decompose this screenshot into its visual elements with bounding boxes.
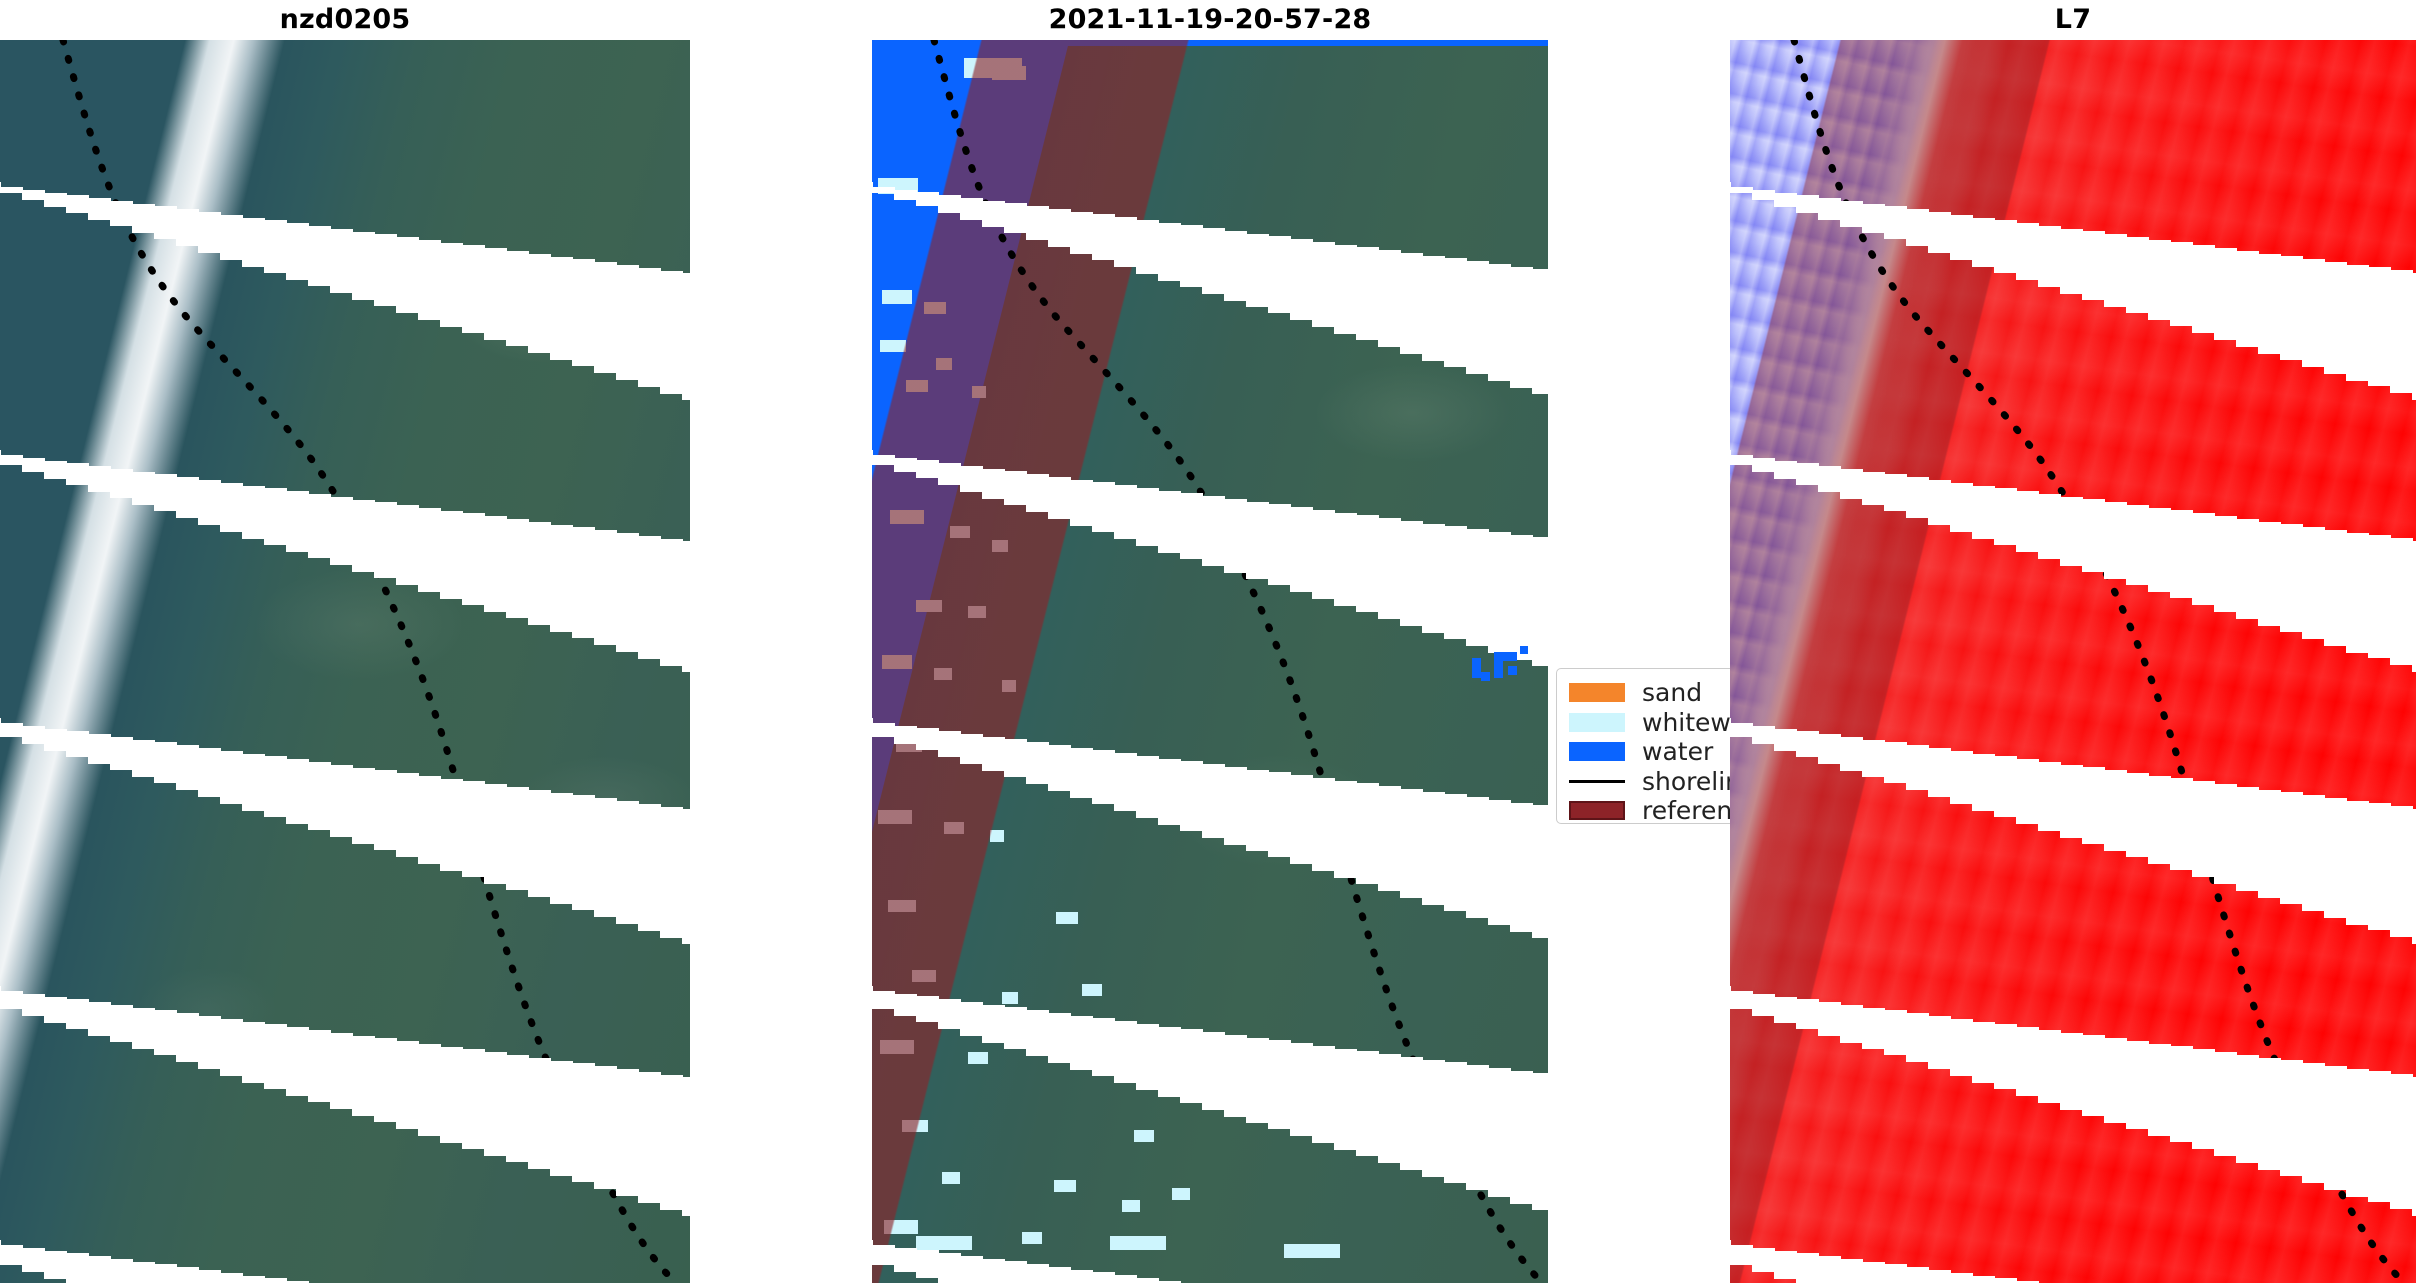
whitewater-pixel xyxy=(880,1040,914,1054)
panel-index[interactable]: L7 xyxy=(1730,0,2416,1283)
whitewater-pixel xyxy=(942,1172,960,1184)
whitewater-swatch-icon xyxy=(1569,712,1625,732)
whitewater-pixel xyxy=(990,830,1004,842)
whitewater-pixel xyxy=(1002,992,1018,1004)
whitewater-pixel xyxy=(968,606,986,618)
whitewater-pixel xyxy=(1022,1232,1042,1244)
panel-classified[interactable]: 2021-11-19-20-57-28 xyxy=(872,0,1548,1283)
whitewater-pixel xyxy=(878,810,912,824)
whitewater-pixel xyxy=(880,340,906,352)
whitewater-pixel xyxy=(1022,754,1044,766)
whitewater-pixel xyxy=(924,302,946,314)
whitewater-pixel xyxy=(896,740,922,752)
sand-swatch-icon xyxy=(1569,683,1625,703)
shoreline-line-icon xyxy=(1569,772,1625,791)
whitewater-pixel xyxy=(1122,1200,1140,1212)
whitewater-pixel xyxy=(950,526,970,538)
whitewater-pixel xyxy=(890,510,924,524)
whitewater-pixel xyxy=(916,600,942,612)
whitewater-pixel xyxy=(1082,984,1102,996)
whitewater-pixel xyxy=(906,380,928,392)
whitewater-pixel xyxy=(1172,1188,1190,1200)
panel-rgb-raster xyxy=(0,40,690,1283)
panel-classified-raster xyxy=(872,40,1548,1283)
whitewater-pixel xyxy=(1054,1180,1076,1192)
whitewater-pixel xyxy=(934,668,952,680)
rgb-surf-band xyxy=(0,40,690,1283)
whitewater-pixel xyxy=(902,1120,928,1132)
whitewater-pixel xyxy=(1002,680,1016,692)
whitewater-pixel xyxy=(992,66,1026,80)
whitewater-pixel xyxy=(1284,1244,1340,1258)
water-top-strip xyxy=(872,40,1548,46)
whitewater-pixel xyxy=(912,970,936,982)
whitewater-pixel xyxy=(944,822,964,834)
legend-label-sand: sand xyxy=(1642,678,1703,708)
panel-index-title: L7 xyxy=(2054,4,2092,35)
legend-label-water: water xyxy=(1642,737,1714,767)
legend-item-sand[interactable]: sand xyxy=(1569,678,1897,708)
whitewater-pixel xyxy=(878,178,918,194)
legend-item-water[interactable]: water xyxy=(1569,737,1897,767)
whitewater-pixel xyxy=(884,1220,918,1234)
panel-rgb[interactable]: nzd0205 xyxy=(0,0,690,1283)
whitewater-pixel xyxy=(882,290,912,304)
whitewater-pixel xyxy=(888,900,916,912)
panel-rgb-title: nzd0205 xyxy=(279,4,411,35)
panel-index-raster xyxy=(1730,40,2416,1283)
water-swatch-icon xyxy=(1569,742,1625,762)
whitewater-pixel xyxy=(1110,1236,1166,1250)
classified-pixels xyxy=(872,40,1548,1283)
whitewater-pixel xyxy=(882,655,912,669)
whitewater-pixel xyxy=(936,358,952,370)
whitewater-pixel xyxy=(1056,912,1078,924)
whitewater-pixel xyxy=(972,386,986,398)
panel-classified-title: 2021-11-19-20-57-28 xyxy=(1048,4,1372,35)
sand-pixel-core xyxy=(1009,1279,1017,1283)
reference-shoreline-swatch-icon xyxy=(1569,801,1625,821)
whitewater-pixel xyxy=(968,1052,988,1064)
index-land-texture xyxy=(1730,40,2416,1283)
whitewater-pixel xyxy=(1134,1130,1154,1142)
whitewater-pixel xyxy=(916,1236,972,1250)
whitewater-pixel xyxy=(992,540,1008,552)
